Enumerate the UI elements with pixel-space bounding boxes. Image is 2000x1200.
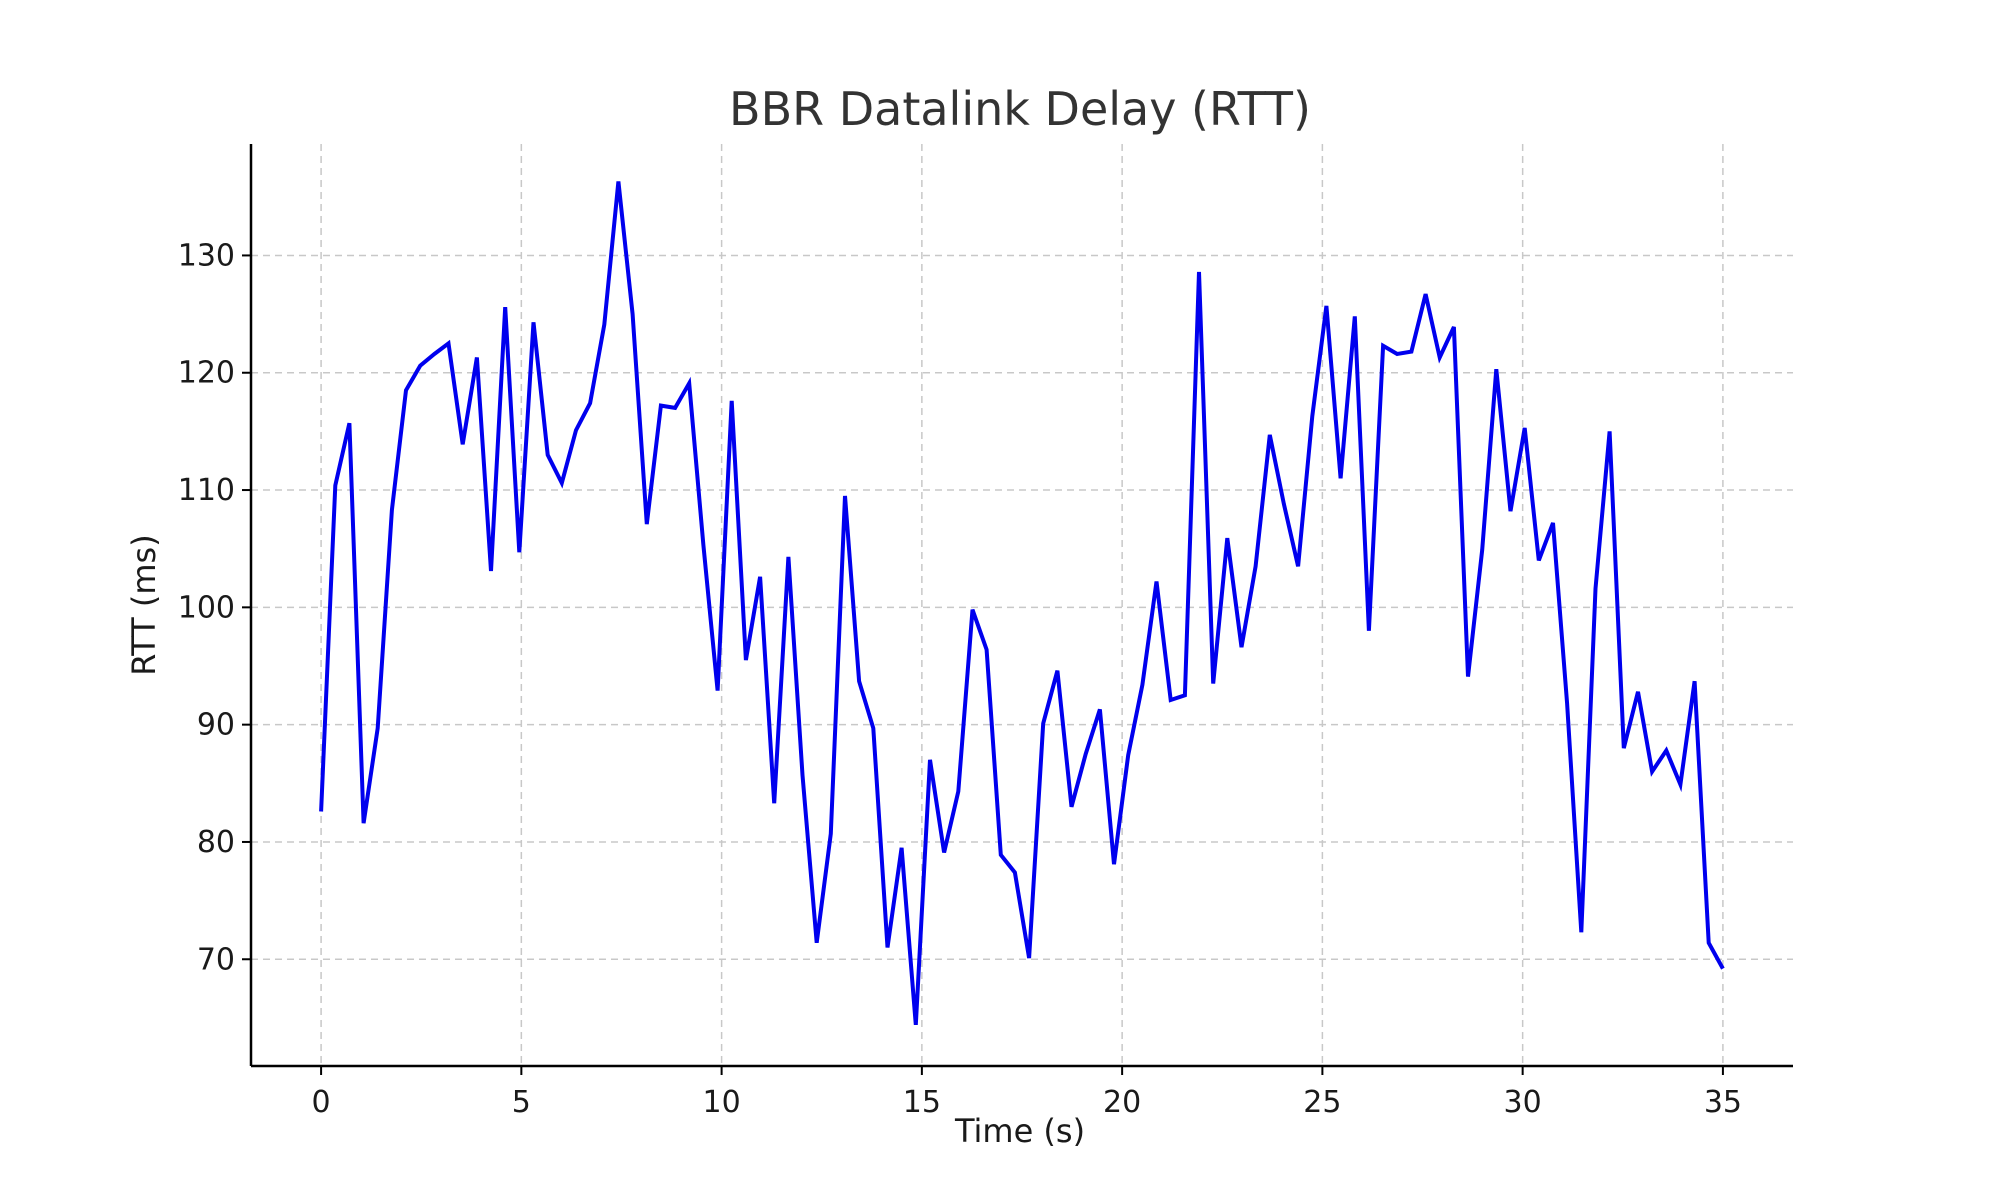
axes-layer [249, 144, 1793, 1068]
chart-title: BBR Datalink Delay (RTT) [729, 82, 1311, 136]
y-tick-label: 120 [178, 356, 235, 391]
y-tick-label: 70 [197, 942, 235, 977]
grid-layer [251, 144, 1793, 1066]
y-axis-label: RTT (ms) [125, 534, 163, 675]
x-tick-label: 5 [512, 1085, 531, 1120]
y-tick-label: 110 [178, 473, 235, 508]
y-tick-label: 130 [178, 238, 235, 273]
ticks-layer: 0 5 10 15 20 25 30 35 70 80 90 100 110 120 130 [178, 238, 1742, 1120]
x-tick-label: 25 [1303, 1085, 1341, 1120]
x-tick-label: 35 [1704, 1085, 1742, 1120]
y-tick-label: 90 [197, 708, 235, 743]
x-tick-label: 15 [903, 1085, 941, 1120]
x-axis-label: Time (s) [954, 1112, 1085, 1150]
series-layer [319, 181, 1725, 1026]
x-tick-label: 0 [312, 1085, 331, 1120]
x-tick-label: 10 [703, 1085, 741, 1120]
rtt-series-line [319, 181, 1725, 1026]
y-tick-label: 80 [197, 825, 235, 860]
x-tick-label: 20 [1103, 1085, 1141, 1120]
y-tick-label: 100 [178, 590, 235, 625]
x-tick-label: 30 [1504, 1085, 1542, 1120]
